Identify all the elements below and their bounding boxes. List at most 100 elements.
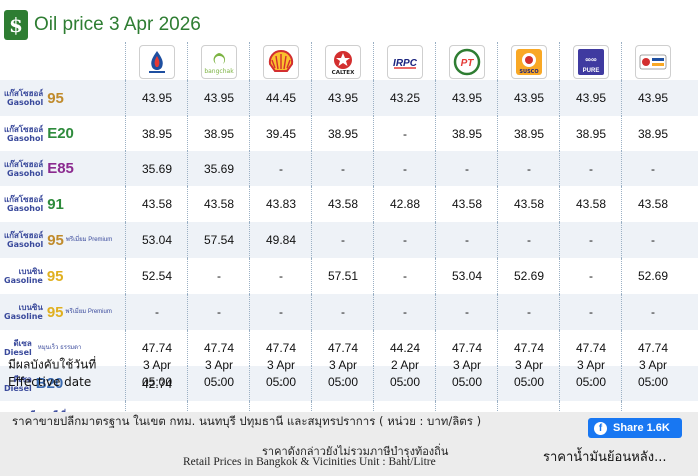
price-cell: - xyxy=(311,294,374,330)
price-cell: - xyxy=(373,116,436,151)
price-cell: 38.95 xyxy=(435,116,498,151)
price-cell: 35.69 xyxy=(125,151,188,186)
fuel-price-row: แก๊สโซฮอล์ Gasohol 95 43.95 43.95 44.45 43.95 4… xyxy=(0,80,698,116)
historical-prices-link[interactable]: ราคาน้ำมันย้อนหลัง... xyxy=(543,450,667,465)
fuel-english-name: Gasohol xyxy=(7,98,44,107)
price-value: - xyxy=(465,305,469,319)
fuel-price-row: เบนซิน Gasoline 95 พรีเมี่ยม Premium - - - - - - -… xyxy=(0,294,698,330)
effective-time-cell: 05:00 xyxy=(513,374,545,389)
brand-column-header xyxy=(621,42,684,82)
price-value: - xyxy=(589,161,593,176)
price-cell: 43.95 xyxy=(621,80,684,116)
fuel-grade: 95 xyxy=(46,267,64,285)
svg-text:∞∞: ∞∞ xyxy=(585,55,597,64)
price-cell: 43.58 xyxy=(621,186,684,222)
price-cell: - xyxy=(621,151,684,186)
footer-notes: ราคาขายปลีกมาตรฐาน ในเขต กทม. นนทบุรี ปท… xyxy=(0,412,698,476)
price-cell: 42.88 xyxy=(373,186,436,222)
price-value: - xyxy=(465,161,469,176)
fuel-grade-note: พรีเมี่ยม Premium xyxy=(65,236,113,243)
price-cell: 43.58 xyxy=(435,186,498,222)
effective-date-cell: 3 Apr xyxy=(514,357,544,372)
brand-column-header xyxy=(249,42,312,82)
fuel-grade: 95 xyxy=(46,303,64,321)
price-cell: 43.95 xyxy=(125,80,188,116)
price-cell: - xyxy=(621,366,684,401)
footer-note-english: Retail Prices in Bangkok & Vicinities Un… xyxy=(183,456,436,468)
price-value: 38.95 xyxy=(203,126,235,141)
footer-note-price-region: ราคาขายปลีกมาตรฐาน ในเขต กทม. นนทบุรี ปท… xyxy=(12,414,482,428)
fuel-thai-name: เบนซิน xyxy=(18,267,43,276)
price-value: 38.95 xyxy=(575,126,607,141)
price-cell: 53.04 xyxy=(435,258,498,294)
price-value: 42.74 xyxy=(141,376,173,391)
fuel-thai-name: แก๊สโซฮอล์ xyxy=(4,231,44,240)
price-cell: 43.58 xyxy=(187,186,250,222)
price-cell: 43.95 xyxy=(311,80,374,116)
fuel-thai-name: ดีเซล xyxy=(13,374,32,384)
price-value: - xyxy=(527,233,531,247)
price-cell: - xyxy=(249,366,312,401)
fuel-type-label: แก๊สโซฮอล์ Gasohol 95 พรีเมี่ยม Premium xyxy=(0,222,120,258)
price-value: - xyxy=(465,376,469,391)
fuel-type-label: แก๊สโซฮอล์ Gasohol E85 xyxy=(0,151,120,186)
page-title: Oil price 3 Apr 2026 xyxy=(34,14,201,35)
price-cell: 38.95 xyxy=(559,116,622,151)
price-cell: - xyxy=(559,258,622,294)
price-cell: - xyxy=(559,151,622,186)
price-cell: 47.74 xyxy=(621,330,684,366)
price-cell: - xyxy=(435,151,498,186)
price-cell: 38.95 xyxy=(621,116,684,151)
price-cell: 49.84 xyxy=(249,222,312,258)
fuel-thai-name: แก๊สโซฮอล์ xyxy=(4,89,44,98)
effective-date-cell: 2 Apr xyxy=(390,357,420,372)
fuel-thai-name: ดีเซล xyxy=(13,339,32,348)
price-cell: 52.54 xyxy=(125,258,188,294)
price-value: 43.83 xyxy=(265,197,297,211)
caltex-icon: CALTEX xyxy=(325,45,361,79)
price-cell: 47.74 xyxy=(249,330,312,366)
price-value: 57.51 xyxy=(327,269,359,283)
svg-text:PT: PT xyxy=(461,58,475,69)
price-cell: 52.69 xyxy=(621,258,684,294)
price-value: 52.69 xyxy=(637,269,669,283)
price-cell: - xyxy=(249,294,312,330)
price-cell: 47.74 xyxy=(187,330,250,366)
fuel-thai-name: แก๊สโซฮอล์ xyxy=(4,124,44,134)
footer-note-tax: ราคาดังกล่าวยังไม่รวมภาษีบำรุงท้องถิ่น xyxy=(262,445,449,458)
facebook-icon: f xyxy=(594,421,607,435)
price-cell: - xyxy=(435,294,498,330)
price-cell: 43.25 xyxy=(373,80,436,116)
price-cell: 47.74 xyxy=(125,330,188,366)
fuel-type-label: แก๊สโซฮอล์ Gasohol 95 xyxy=(0,80,120,116)
price-cell: - xyxy=(497,151,560,186)
price-value: 43.58 xyxy=(575,197,607,211)
price-value: 35.69 xyxy=(141,161,173,176)
effective-time-cell: 05:00 xyxy=(203,374,235,389)
price-cell: 38.95 xyxy=(497,116,560,151)
price-cell: 47.74 xyxy=(497,330,560,366)
price-value: 47.74 xyxy=(637,341,669,355)
price-value: - xyxy=(589,376,593,391)
price-cell: - xyxy=(373,294,436,330)
price-value: - xyxy=(403,161,407,176)
price-value: - xyxy=(403,126,407,141)
price-cell: 39.45 xyxy=(249,116,312,151)
price-cell: - xyxy=(187,366,250,401)
price-cell: - xyxy=(125,294,188,330)
effective-time-cell: 05:00 xyxy=(575,374,607,389)
fuel-price-row: แก๊สโซฮอล์ Gasohol E20 38.95 38.95 39.45 38.95… xyxy=(0,116,698,151)
price-value: 47.74 xyxy=(265,341,297,355)
effective-date-label: มีผลบังคับใช้วันที่ xyxy=(8,357,97,371)
irpc-icon: IRPC xyxy=(387,45,423,79)
price-value: - xyxy=(651,161,655,176)
price-value: 43.95 xyxy=(637,91,669,105)
effective-time-cell: 05:00 xyxy=(327,374,359,389)
price-cell: 43.95 xyxy=(187,80,250,116)
facebook-share-button[interactable]: f Share 1.6K xyxy=(588,418,682,438)
price-value: 43.58 xyxy=(451,197,483,211)
brand-column-header: SUSCO xyxy=(497,42,560,82)
price-value: - xyxy=(651,376,655,391)
price-cell: - xyxy=(559,366,622,401)
fuel-type-label: แก๊สโซฮอล์ Gasohol E20 xyxy=(0,116,120,151)
